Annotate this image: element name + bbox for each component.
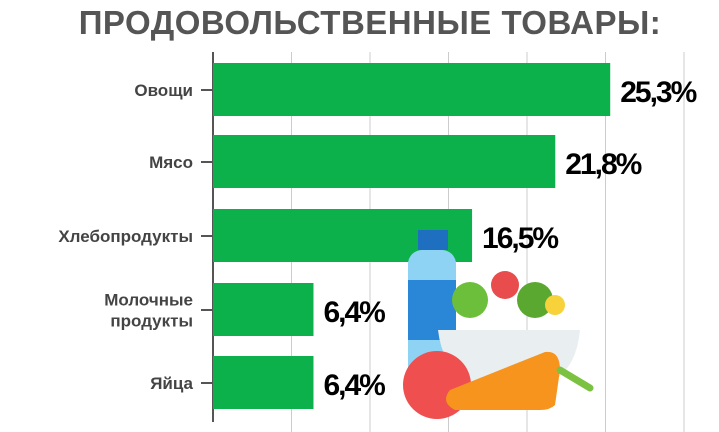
category-label: Яйца	[150, 374, 193, 393]
vegetables-illustration	[403, 230, 594, 419]
bar	[213, 283, 314, 336]
data-label: 25,3%	[620, 76, 696, 109]
data-label: 16,5%	[482, 222, 558, 255]
bar	[213, 63, 611, 116]
category-label: продукты	[110, 312, 193, 331]
bar	[213, 356, 314, 409]
category-label: Мясо	[149, 153, 193, 172]
data-label: 6,4%	[323, 369, 385, 402]
category-label: Хлебопродукты	[58, 227, 193, 246]
data-label: 21,8%	[565, 148, 641, 181]
category-label: Овощи	[134, 81, 193, 100]
chart-title: ПРОДОВОЛЬСТВЕННЫЕ ТОВАРЫ:	[78, 4, 662, 41]
bar	[213, 135, 556, 188]
data-label: 6,4%	[323, 296, 385, 329]
category-label: Молочные	[104, 291, 193, 310]
